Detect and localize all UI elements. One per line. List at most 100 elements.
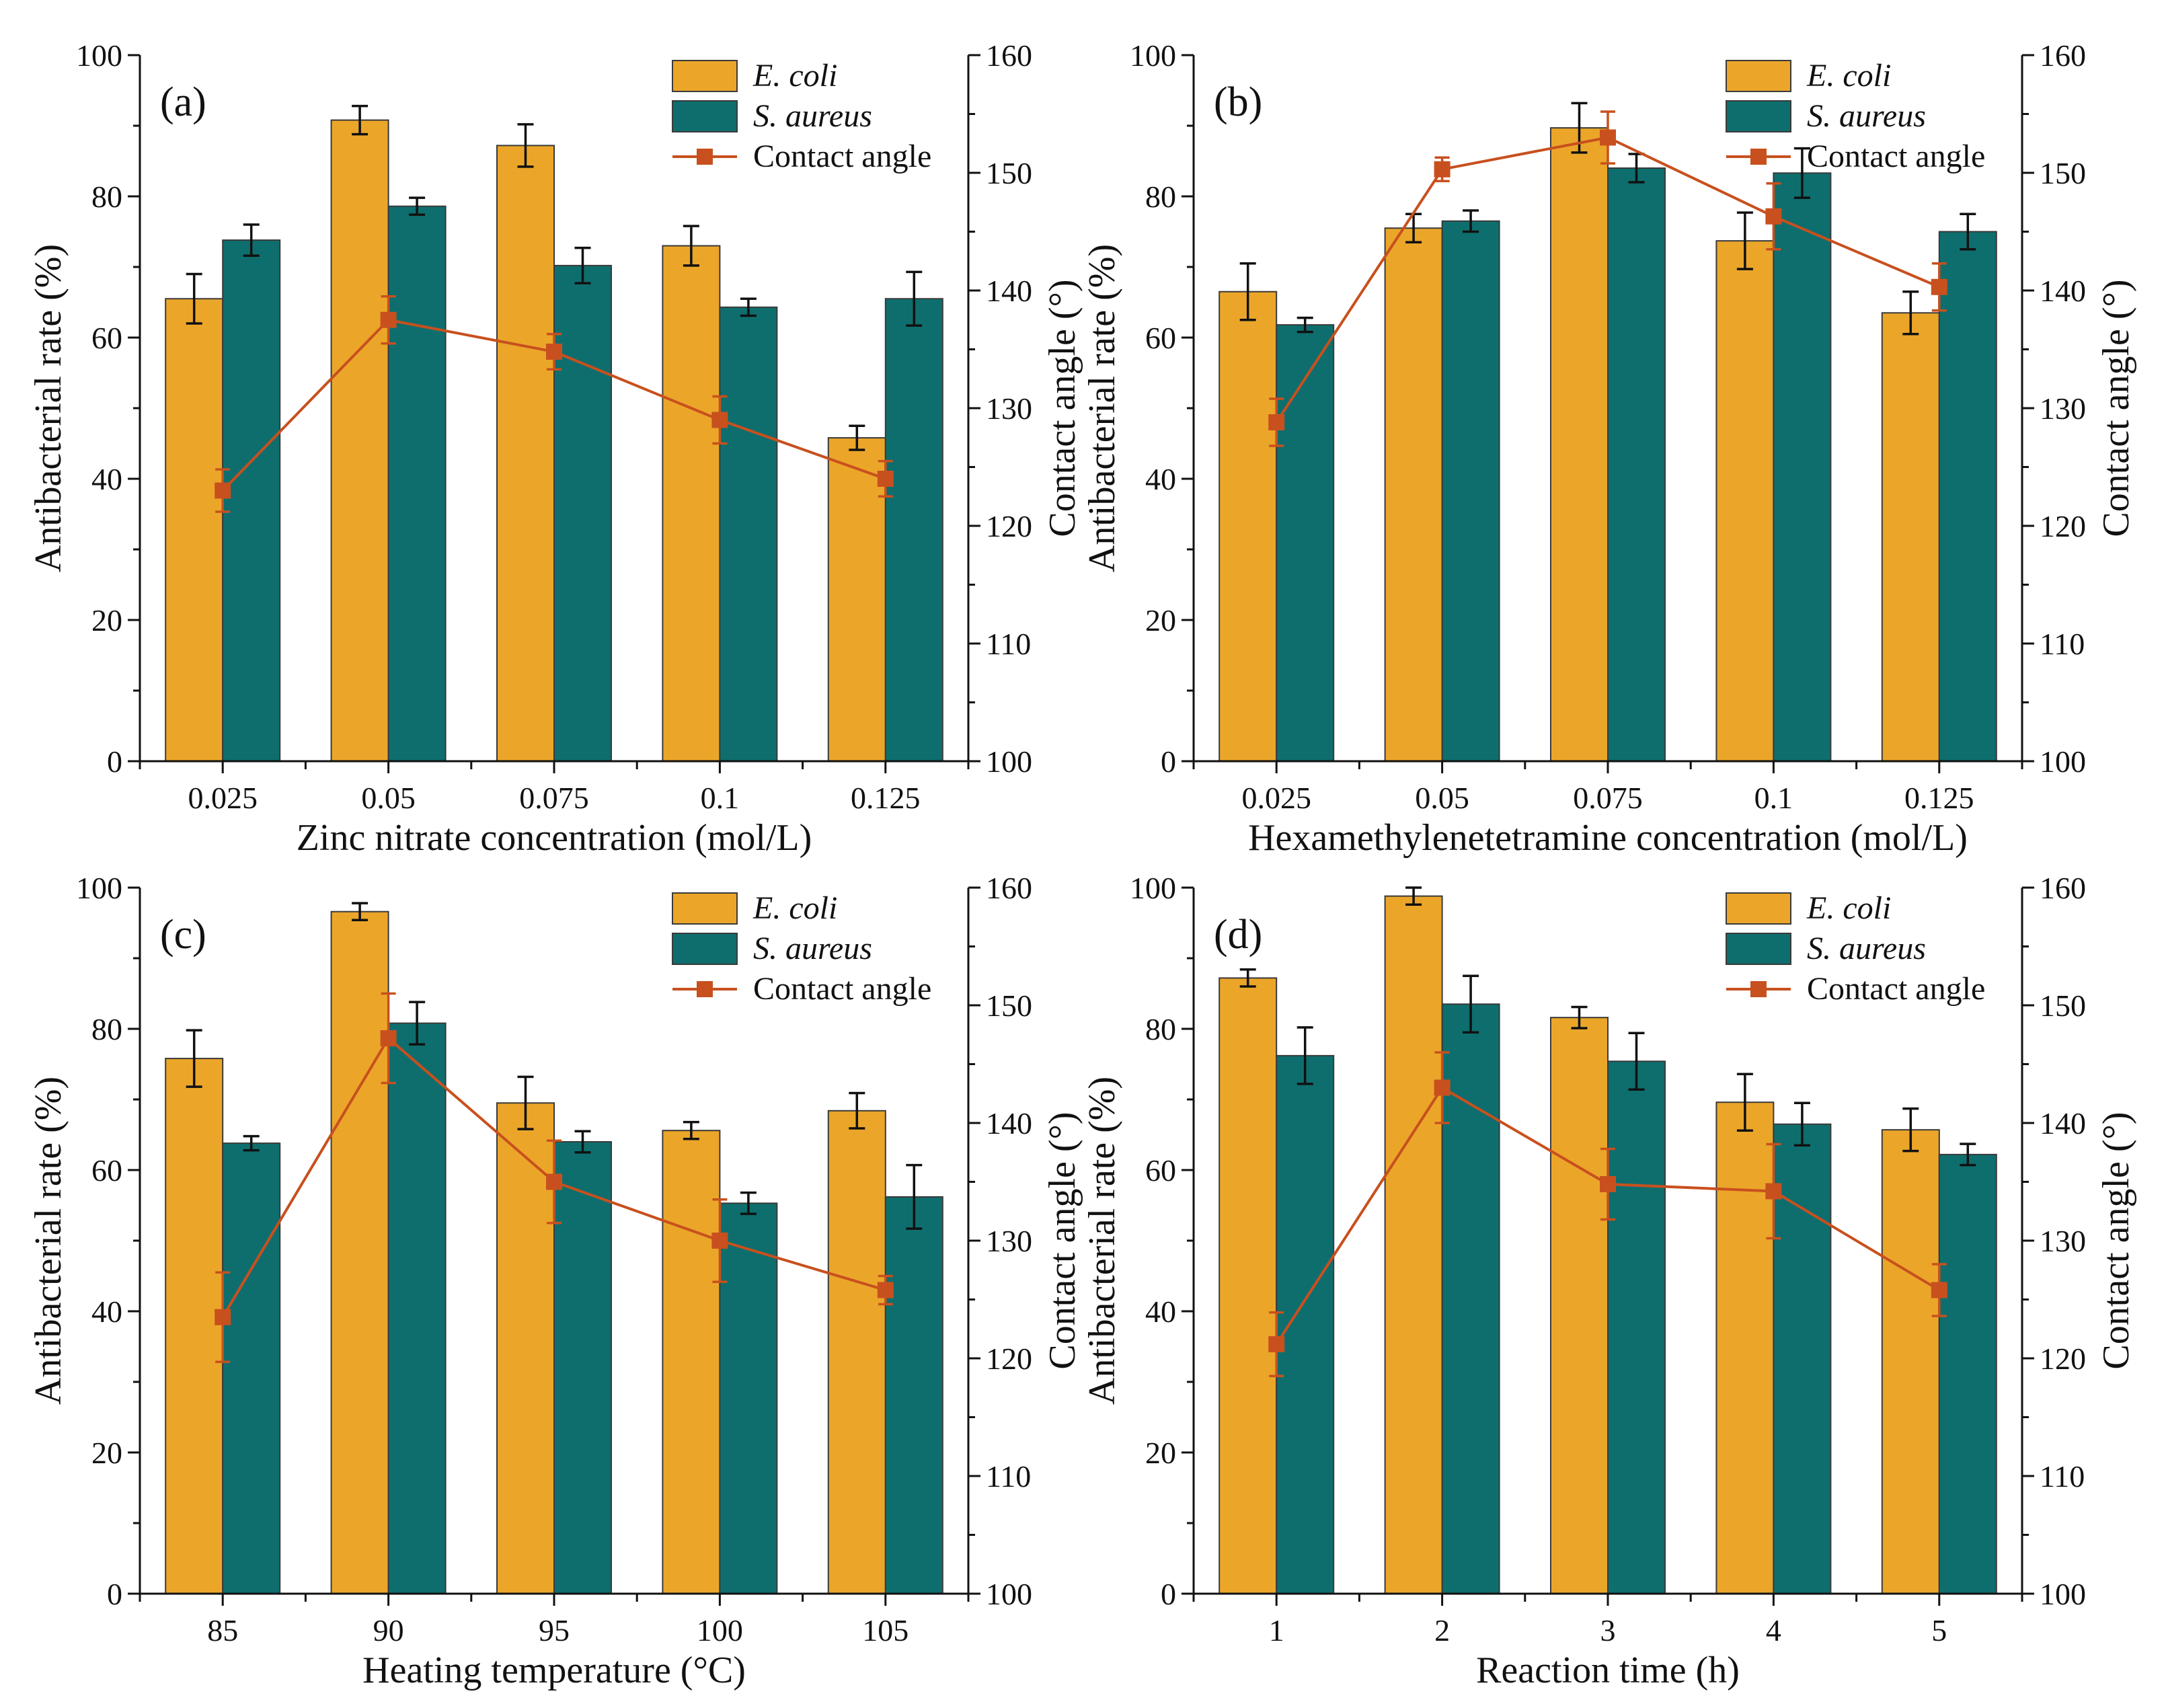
contact-angle-point <box>380 311 397 328</box>
legend-label: S. aureus <box>1807 98 1926 134</box>
bar-ecoli <box>330 119 389 763</box>
y2-tick-label: 140 <box>986 1106 1032 1140</box>
bar-ecoli <box>496 145 555 762</box>
error-bar <box>409 196 426 217</box>
y-tick-label: 20 <box>91 1436 122 1470</box>
y2-tick-label: 100 <box>2040 1577 2086 1611</box>
x-tick-label: 0.025 <box>1241 781 1311 815</box>
bar-saureus <box>222 239 281 763</box>
y2-tick-label: 140 <box>2040 274 2086 308</box>
error-bar <box>1960 212 1976 251</box>
legend-label: Contact angle <box>753 139 931 174</box>
y-tick-label: 60 <box>1145 1153 1176 1188</box>
y2-tick-label: 110 <box>986 627 1031 661</box>
error-bar <box>1463 974 1479 1034</box>
error-bar <box>352 902 369 922</box>
y-axis-label: Antibacterial rate (%) <box>28 244 69 572</box>
error-bar <box>1736 1073 1753 1132</box>
bar-ecoli <box>827 437 886 762</box>
legend-label: S. aureus <box>1807 931 1926 966</box>
y2-tick-label: 120 <box>986 1342 1032 1376</box>
x-tick-label: 3 <box>1600 1613 1616 1647</box>
legend-swatch-ecoli <box>672 892 738 925</box>
x-tick-label: 0.125 <box>851 781 921 815</box>
y-tick-label: 20 <box>1145 603 1176 637</box>
panel-label: (b) <box>1214 79 1262 125</box>
bar-ecoli <box>330 910 389 1594</box>
x-axis-label: Heating temperature (°C) <box>362 1649 746 1691</box>
x-tick-label: 100 <box>697 1613 743 1647</box>
error-bar <box>1793 1101 1810 1147</box>
chart-panel-4: 0 20 40 60 80 100 100 110 120 130 140 150 160 1 2 3 4 5 Re… <box>1081 871 2137 1691</box>
error-bar <box>517 123 534 168</box>
y2-tick-label: 150 <box>986 988 1032 1023</box>
legend-label: E. coli <box>752 890 837 926</box>
y-tick-label: 100 <box>76 38 122 73</box>
bar-saureus <box>884 1196 943 1594</box>
legend-label: E. coli <box>1806 890 1891 926</box>
y2-tick-label: 160 <box>986 871 1032 905</box>
error-bar <box>1239 968 1256 988</box>
y2-tick-label: 110 <box>2040 627 2085 661</box>
contact-angle-point <box>1765 1183 1782 1200</box>
bar-saureus <box>884 298 943 762</box>
contact-angle-point <box>380 1030 397 1046</box>
bar-ecoli <box>662 245 721 762</box>
y-tick-label: 0 <box>107 1577 122 1611</box>
x-tick-label: 2 <box>1434 1613 1450 1647</box>
legend: E. coli S. aureus Contact angle <box>1726 58 1985 174</box>
chart-panel-2: 0 20 40 60 80 100 100 110 120 130 140 150 160 0.025 0.… <box>1081 38 2137 859</box>
error-bar <box>243 223 260 257</box>
y2-axis-label: Contact angle (°) <box>1042 279 1083 537</box>
y2-axis-label: Contact angle (°) <box>2095 279 2137 537</box>
contact-angle-point <box>711 1233 728 1249</box>
bar-saureus <box>1773 172 1832 763</box>
error-bar <box>186 272 202 325</box>
contact-angle-point <box>1434 1079 1451 1096</box>
y2-tick-label: 140 <box>986 274 1032 308</box>
contact-angle-point <box>215 482 231 499</box>
y2-tick-label: 160 <box>2040 871 2086 905</box>
y2-tick-label: 120 <box>2040 509 2086 543</box>
error-bar <box>906 270 923 327</box>
y-axis-label: Antibacterial rate (%) <box>1081 1077 1123 1405</box>
legend-swatch-saureus <box>1726 100 1791 132</box>
legend-swatch-saureus <box>672 100 738 132</box>
error-bar <box>1405 886 1422 906</box>
legend-label: Contact angle <box>753 971 931 1007</box>
bar-ecoli <box>1219 290 1278 762</box>
y-tick-label: 0 <box>1161 1577 1176 1611</box>
x-tick-label: 0.075 <box>519 781 589 815</box>
legend: E. coli S. aureus Contact angle <box>672 890 931 1007</box>
error-bar <box>1628 1032 1645 1091</box>
y2-tick-label: 160 <box>986 38 1032 73</box>
bar-ecoli <box>1219 977 1278 1594</box>
x-tick-label: 0.025 <box>188 781 258 815</box>
legend-label: S. aureus <box>753 98 872 134</box>
contact-angle-point <box>877 1282 894 1298</box>
error-bar <box>517 1075 534 1130</box>
contact-angle-point <box>1600 129 1616 146</box>
contact-angle-point <box>546 1173 562 1190</box>
bar-saureus <box>387 205 447 762</box>
y-tick-label: 40 <box>91 462 122 496</box>
bar-saureus <box>222 1142 281 1594</box>
x-tick-label: 105 <box>862 1613 908 1647</box>
bar-ecoli <box>496 1102 555 1594</box>
x-tick-label: 85 <box>207 1613 238 1647</box>
bar-saureus <box>719 306 778 763</box>
y2-tick-label: 130 <box>2040 391 2086 426</box>
y-tick-label: 80 <box>91 1012 122 1046</box>
legend-label: Contact angle <box>1807 971 1985 1007</box>
error-bar <box>1793 147 1810 199</box>
error-bar <box>1571 1005 1588 1030</box>
y2-tick-label: 140 <box>2040 1106 2086 1140</box>
x-tick-label: 95 <box>539 1613 570 1647</box>
contact-angle-point <box>1931 278 1947 295</box>
legend: E. coli S. aureus Contact angle <box>1726 890 1985 1007</box>
error-bar <box>1902 1107 1919 1153</box>
contact-angle-point <box>711 412 728 428</box>
bar-saureus <box>1276 324 1335 763</box>
y-axis-label: Antibacterial rate (%) <box>28 1077 69 1405</box>
